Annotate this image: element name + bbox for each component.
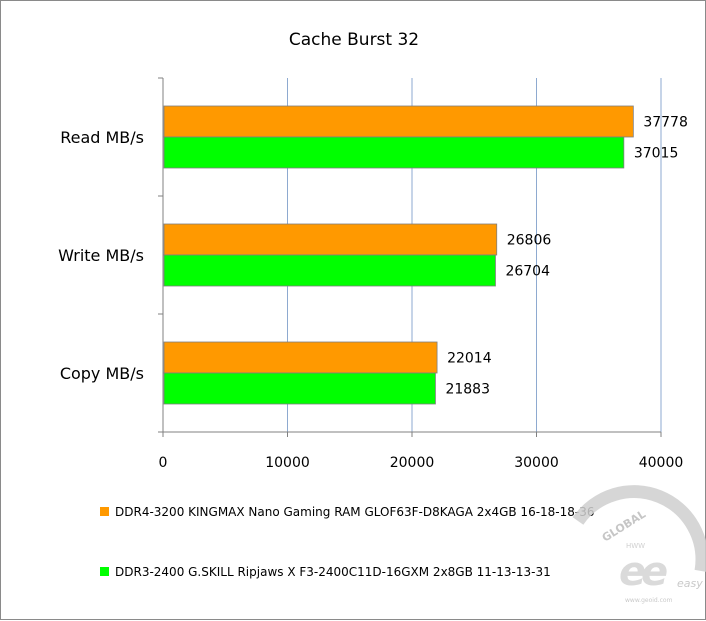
x-tick-label: 0 xyxy=(159,455,168,471)
data-label: 21883 xyxy=(445,382,490,398)
data-label: 37015 xyxy=(634,146,679,162)
legend-swatch xyxy=(100,507,109,516)
bar[interactable] xyxy=(163,341,438,374)
chart-title: Cache Burst 32 xyxy=(289,30,419,50)
category-label: Write MB/s xyxy=(58,246,144,265)
x-tick-label: 40000 xyxy=(639,455,684,471)
data-label: 26806 xyxy=(507,233,552,249)
x-tick-label: 20000 xyxy=(390,455,435,471)
watermark-brand-top: GLOBAL xyxy=(600,508,648,545)
legend-swatch xyxy=(100,567,109,576)
data-label: 37778 xyxy=(643,115,688,131)
legend-label: DDR4-3200 KINGMAX Nano Gaming RAM GLOF63… xyxy=(115,505,595,519)
data-label: 26704 xyxy=(505,264,550,280)
x-tick-label: 10000 xyxy=(265,455,310,471)
bar[interactable] xyxy=(163,223,498,256)
category-label: Read MB/s xyxy=(60,128,144,147)
watermark-site: www.geoid.com xyxy=(625,597,673,604)
bar[interactable] xyxy=(163,254,496,287)
category-label: Copy MB/s xyxy=(60,364,144,383)
bar[interactable] xyxy=(163,105,634,138)
bar[interactable] xyxy=(163,136,625,169)
watermark-brand-small: HWW xyxy=(626,542,645,550)
legend-label: DDR3-2400 G.SKILL Ripjaws X F3-2400C11D-… xyxy=(115,565,551,579)
watermark-brand-bottom: easy xyxy=(677,577,703,590)
watermark-arc-icon xyxy=(572,485,706,572)
plot-area: 0 10000 20000 30000 40000 Read MB/s 37778 37015… xyxy=(58,77,688,471)
ge-logo-icon-b: e xyxy=(641,549,668,595)
watermark: GLOBAL HWW e e easy www.geoid.com xyxy=(572,485,706,604)
bar[interactable] xyxy=(163,372,436,405)
data-label: 22014 xyxy=(447,351,492,367)
ge-logo-icon: e xyxy=(619,549,646,595)
x-tick-label: 30000 xyxy=(514,455,559,471)
legend: DDR4-3200 KINGMAX Nano Gaming RAM GLOF63… xyxy=(100,505,595,579)
